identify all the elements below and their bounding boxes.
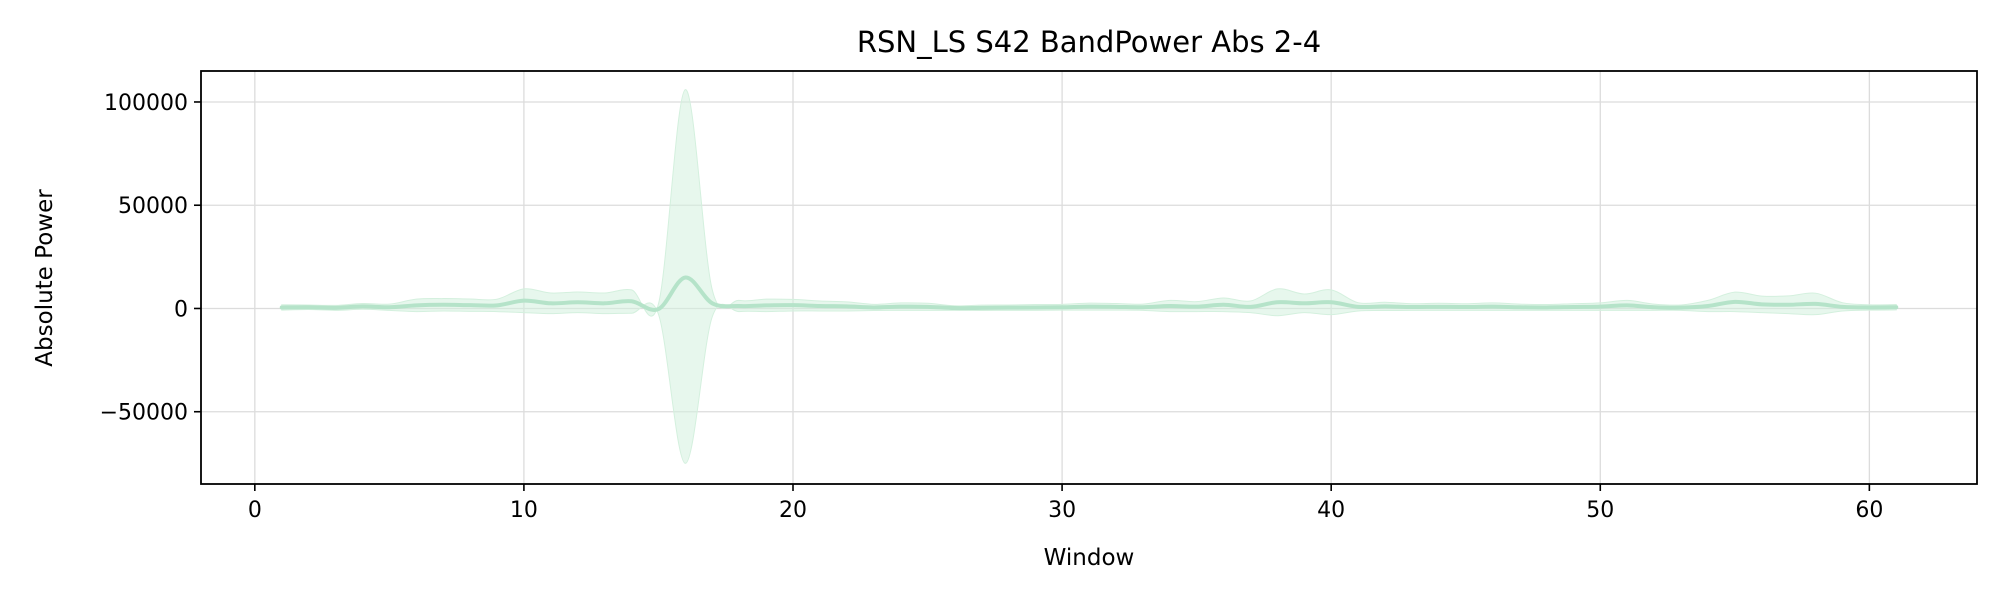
confidence-band-layer — [281, 89, 1897, 464]
y-axis-title: Absolute Power — [32, 189, 58, 367]
x-tick-label: 30 — [1048, 498, 1076, 523]
x-tick-label: 60 — [1855, 498, 1883, 523]
y-tick-label: 50000 — [118, 194, 188, 219]
y-tick-label: 100000 — [104, 91, 188, 116]
mean-line — [279, 275, 1899, 312]
x-tick-label: 10 — [510, 498, 538, 523]
x-axis-ticks: 0 10 20 30 40 50 60 — [248, 484, 1883, 523]
mean-line-layer — [279, 275, 1899, 312]
plot-frame — [200, 70, 1978, 485]
x-tick-label: 20 — [779, 498, 807, 523]
chart-title: RSN_LS S42 BandPower Abs 2-4 — [857, 25, 1321, 59]
grid — [201, 71, 1977, 484]
x-tick-label: 0 — [248, 498, 262, 523]
confidence-band — [281, 89, 1897, 464]
x-tick-label: 50 — [1586, 498, 1614, 523]
x-axis-title: Window — [1044, 545, 1135, 571]
y-tick-label: 0 — [174, 297, 188, 322]
y-axis-ticks: 100000 50000 0 −50000 — [100, 91, 201, 426]
x-tick-label: 40 — [1317, 498, 1345, 523]
y-tick-label: −50000 — [100, 401, 188, 426]
